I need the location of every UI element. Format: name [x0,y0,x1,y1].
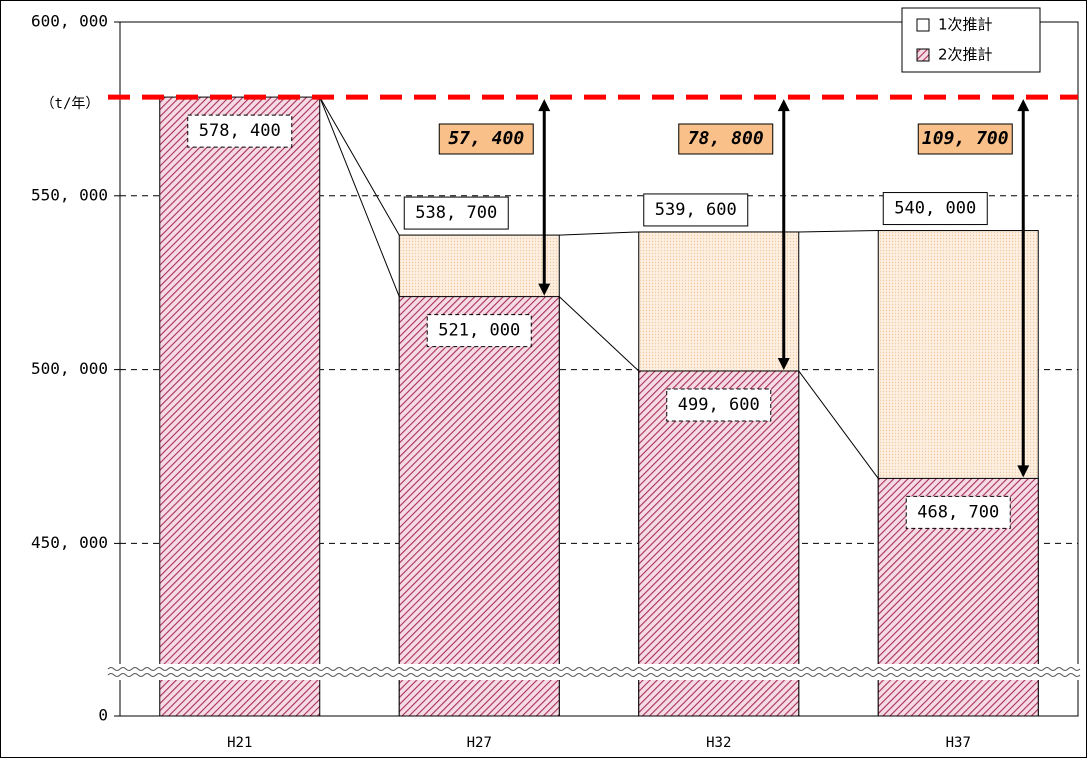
bar [638,370,800,717]
break-wave [107,667,1081,671]
y-tick-label: 600, 000 [31,12,108,31]
y-tick-label: 500, 000 [31,359,108,378]
arrow-head [777,99,790,112]
y-tick-label: 0 [98,706,108,725]
value-label: 539, 600 [655,200,737,220]
difference-label-box [678,123,774,155]
connector [319,96,400,236]
difference-label-box [917,123,1013,155]
legend-label: 1次推計 [938,16,993,34]
x-tick-label: H32 [706,735,731,751]
arrow-head [777,357,790,370]
bar [398,296,560,717]
x-tick-label: H21 [227,735,252,751]
y-tick-label: 550, 000 [31,185,108,204]
arrow-head [1017,99,1030,112]
value-label-box [403,196,509,230]
x-tick-label: H37 [946,735,971,751]
connector [798,230,879,233]
unit-label: （t/年） [41,96,100,112]
value-label: 540, 000 [894,199,976,219]
difference-label: 78, 800 [688,128,764,149]
difference-label: 57, 400 [448,128,524,149]
value-label-box [882,192,988,226]
value-label-box [643,193,749,227]
x-tick-label: H27 [467,735,492,751]
value-label-box [187,114,293,148]
axis-break [106,664,1080,680]
y-tick-label: 450, 000 [31,533,108,552]
value-label-box [905,495,1011,529]
legend-label: 2次推計 [938,46,993,64]
legend-swatch [916,48,930,62]
connector [319,96,400,297]
difference-label: 109, 700 [922,128,1009,149]
value-label: 468, 700 [917,502,999,522]
value-label-box [426,314,532,348]
value-label: 499, 600 [678,395,760,415]
difference-label-box [438,123,534,155]
arrow-head [538,283,551,296]
arrow-head [1017,465,1030,478]
arrow-head [538,99,551,112]
value-label-box [666,388,772,422]
connector [559,231,639,236]
connector [798,370,879,479]
bar [159,96,321,717]
connector [558,296,640,372]
plot-frame [119,21,1079,717]
value-label: 538, 700 [415,203,497,223]
value-label: 578, 400 [199,121,281,141]
legend-swatch [916,18,930,32]
value-label: 521, 000 [438,321,520,341]
break-wave [107,673,1081,677]
